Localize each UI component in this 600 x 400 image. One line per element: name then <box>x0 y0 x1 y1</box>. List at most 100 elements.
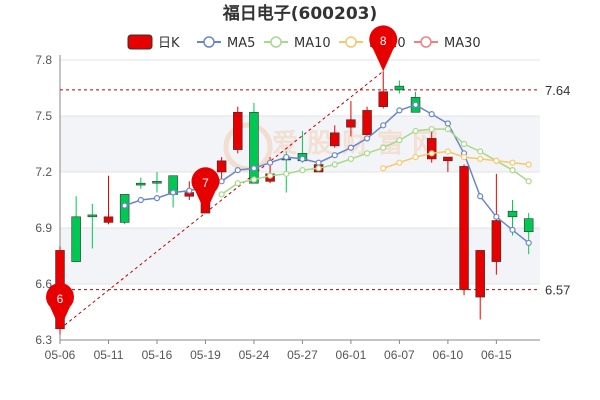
pin-shape <box>369 25 398 72</box>
ma20-point <box>477 155 484 163</box>
candle-body <box>426 138 437 160</box>
y-tick-label: 6.3 <box>35 333 52 347</box>
ma5-point <box>153 195 161 202</box>
ma5-point <box>267 159 274 166</box>
candle <box>152 172 162 193</box>
ma20-line <box>382 150 529 170</box>
candle <box>346 101 356 137</box>
candle <box>103 175 114 225</box>
legend-marker <box>420 36 432 48</box>
candle <box>523 213 534 255</box>
candle <box>233 106 243 154</box>
ma10-point <box>267 172 274 179</box>
legend-label: 日K <box>158 36 180 51</box>
legend-marker <box>270 36 282 48</box>
ma5-point <box>396 107 403 114</box>
ma10-point <box>218 191 225 198</box>
candle-body <box>152 181 162 184</box>
ma5-point <box>299 155 306 163</box>
candle <box>491 173 502 275</box>
x-tick-label: 05-19 <box>190 348 221 362</box>
ma5-point <box>283 153 290 161</box>
ma20-point <box>444 148 451 155</box>
reference-label: 6.57 <box>545 283 570 298</box>
trend-line <box>59 70 384 330</box>
ma5-point <box>509 226 516 233</box>
legend-label: MA30 <box>444 36 481 51</box>
candle-body <box>362 110 372 135</box>
candle-body <box>346 119 356 128</box>
candle-body <box>330 132 340 147</box>
pin-label: 7 <box>202 176 209 190</box>
ma20-point <box>509 159 516 166</box>
ma10-point <box>460 140 468 148</box>
ma20-point <box>380 165 387 172</box>
ma10-point <box>299 167 306 174</box>
reference-label: 7.64 <box>545 83 570 98</box>
ma5-point <box>380 122 387 129</box>
candle <box>378 71 388 109</box>
x-tick-label: 06-15 <box>481 348 512 362</box>
x-tick-label: 05-06 <box>45 348 76 362</box>
ma10-point <box>380 144 387 151</box>
candle-body <box>443 156 453 162</box>
candle <box>443 156 453 172</box>
candle-body <box>507 210 518 218</box>
ma20-point <box>412 153 419 161</box>
ma5-point <box>493 213 500 220</box>
ma10-point <box>509 167 516 174</box>
trend-line-segment <box>59 70 384 330</box>
candle-body <box>249 111 259 184</box>
markers: 6 7 8 <box>46 25 398 329</box>
pin-shape <box>46 283 74 329</box>
candle-body <box>136 182 146 186</box>
ma10-point <box>315 165 322 172</box>
legend-marker <box>203 36 215 48</box>
candle-body <box>475 250 485 298</box>
candle-body <box>378 91 388 107</box>
y-tick-label: 7.8 <box>35 53 52 67</box>
candle-body <box>71 216 81 262</box>
y-tick-label: 7.2 <box>35 165 52 179</box>
candle-body <box>87 214 98 218</box>
candle <box>71 196 81 262</box>
x-tick-label: 06-10 <box>433 348 464 362</box>
y-tick-label: 6.6 <box>35 277 52 291</box>
x-tick-label: 06-01 <box>336 348 367 362</box>
ma5-point <box>170 189 177 196</box>
ma5-point <box>477 193 484 200</box>
legend-swatch-candle <box>127 34 153 50</box>
ma10-point <box>234 180 241 187</box>
candle <box>459 164 469 296</box>
candle <box>330 125 340 148</box>
y-tick-label: 6.9 <box>35 221 52 235</box>
candle <box>216 157 227 180</box>
ma10-point <box>444 125 451 133</box>
candle <box>475 250 485 320</box>
ma10-point <box>396 137 403 144</box>
candle-body <box>394 85 405 91</box>
ma20-point <box>493 157 500 164</box>
ma10-point <box>250 176 258 183</box>
ma5-point <box>347 144 355 151</box>
ma10-point <box>331 161 338 168</box>
ma5-point <box>250 165 258 172</box>
ma10-point <box>347 155 355 163</box>
x-tick-label: 06-07 <box>384 348 415 362</box>
reference-lines: 7.64 6.57 <box>60 83 570 298</box>
axes: 6.3 6.6 6.9 7.2 7.5 7.8 05-06 05-11 05-16 05-19 05… <box>35 53 540 362</box>
band <box>60 116 540 172</box>
ma20-point <box>525 161 532 168</box>
ma5-point <box>137 196 144 204</box>
candle-body <box>491 220 502 262</box>
chart-title: 福日电子(600203) <box>222 3 378 24</box>
ma5-point <box>428 111 435 118</box>
legend-label: MA5 <box>227 36 255 51</box>
ma10-point <box>525 178 532 185</box>
legend: 日KMA5MA10MA20MA30 <box>127 34 481 51</box>
y-tick-label: 7.5 <box>35 109 52 123</box>
legend-marker <box>345 36 357 48</box>
ma5-point <box>363 135 371 142</box>
x-tick-label: 05-27 <box>287 348 318 362</box>
